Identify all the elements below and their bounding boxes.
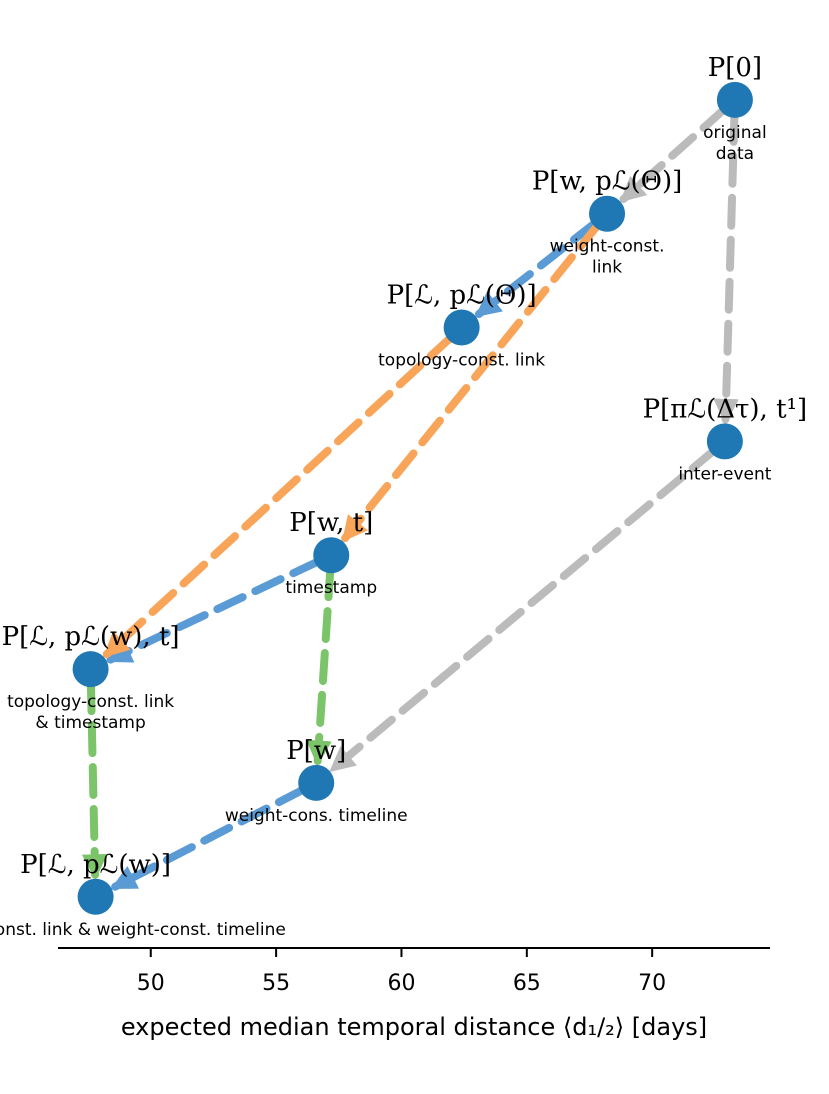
node-sublabel-pl_w: topology-const. link & weight-const. tim… <box>0 920 286 940</box>
edge-pwt-to-pl_wt <box>105 557 323 664</box>
node-label-pl_wt: P[ℒ, pℒ(w), t] <box>2 622 180 652</box>
edge-pwt-to-pw <box>306 565 335 767</box>
node-pl_w <box>77 878 114 915</box>
edge-pw_theta-to-pwt <box>341 220 603 543</box>
x-tick-label: 50 <box>137 971 165 996</box>
node-sublabel-pw: weight-cons. timeline <box>225 806 408 826</box>
edge-pw-to-pl_w <box>110 785 308 891</box>
nodes-layer <box>72 81 753 915</box>
node-label-pw_theta: P[w, pℒ(Θ)] <box>532 167 682 197</box>
node-label-pl_theta: P[ℒ, pℒ(Θ)] <box>387 281 537 311</box>
x-tick-label: 60 <box>387 971 415 996</box>
node-label-p0: P[0] <box>708 53 762 83</box>
node-sublabel-pw_theta: weight-const. link <box>550 237 665 278</box>
x-tick-label: 65 <box>513 971 541 996</box>
node-pl_theta <box>443 309 480 346</box>
edge-pl_wt-to-pl_w <box>81 679 108 880</box>
node-p0 <box>716 81 753 118</box>
edge-p0-to-pw_theta <box>619 105 729 204</box>
edges-layer <box>81 105 739 891</box>
edge-pl_theta-to-pl_wt <box>102 333 456 659</box>
edge-p0-to-ppi <box>713 109 739 425</box>
node-label-ppi: P[πℒ(Δτ), t¹] <box>643 394 807 424</box>
edge-pw_theta-to-pl_theta <box>474 218 601 318</box>
node-sublabel-pl_theta: topology-const. link <box>378 351 545 371</box>
node-pl_wt <box>72 651 109 688</box>
node-sublabel-ppi: inter-event <box>678 464 771 484</box>
node-sublabel-pwt: timestamp <box>285 578 377 598</box>
node-pw <box>298 764 335 801</box>
x-axis: 50 55 60 65 70 <box>58 947 770 996</box>
labels-layer: P[0] original data P[w, pℒ(Θ)] weight-const.… <box>0 53 807 940</box>
node-sublabel-pl_wt: topology-const. link & timestamp <box>7 692 174 733</box>
node-label-pwt: P[w, t] <box>289 508 373 538</box>
x-tick-label: 55 <box>262 971 290 996</box>
x-axis-label: expected median temporal distance ⟨d₁/₂⟩… <box>121 1013 707 1041</box>
x-tick-label: 70 <box>638 971 666 996</box>
node-sublabel-p0: original data <box>703 123 767 164</box>
node-label-pl_w: P[ℒ, pℒ(w)] <box>20 850 171 880</box>
node-label-pw: P[w] <box>286 736 346 766</box>
node-ppi <box>706 423 743 460</box>
edge-ppi-to-pw <box>329 446 719 773</box>
node-pw_theta <box>589 195 626 232</box>
node-pwt <box>313 537 350 574</box>
